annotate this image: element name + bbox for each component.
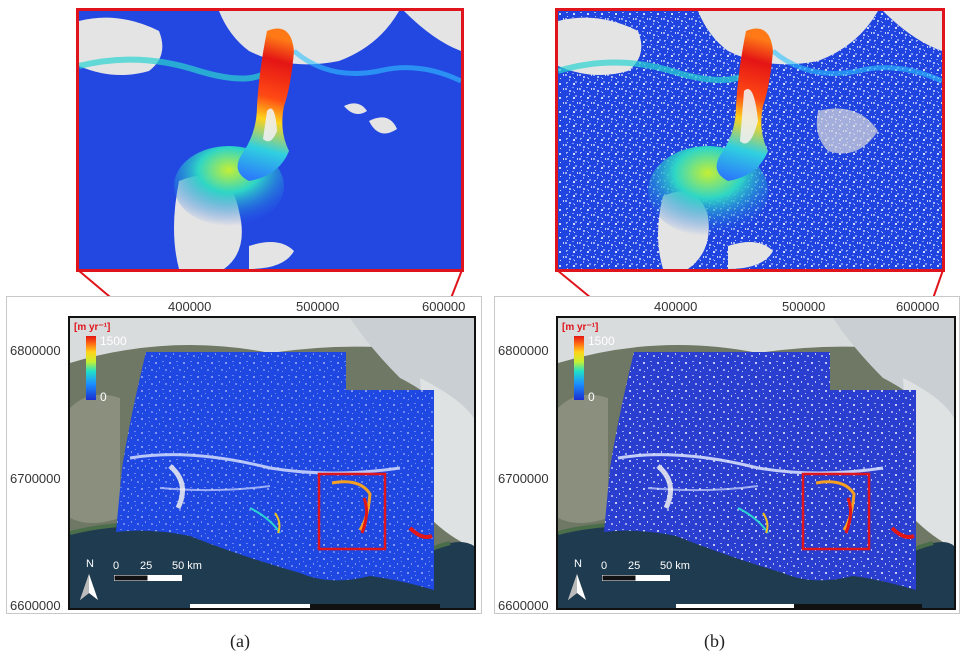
scalebar-label-0: 0 <box>113 560 120 572</box>
panel-a: 400000 500000 600000 6800000 6700000 660… <box>6 8 482 651</box>
y-tick-6800000: 6800000 <box>10 343 61 358</box>
y-tick-6800000: 6800000 <box>498 343 549 358</box>
north-arrow-icon <box>80 574 98 600</box>
velocity-inset-image <box>558 11 942 269</box>
panel-b: 400000 500000 600000 6800000 6700000 660… <box>482 0 963 659</box>
north-label: N <box>86 558 94 570</box>
zoom-inset <box>76 8 464 272</box>
scalebar-label-25: 25 <box>140 560 153 572</box>
scalebar-label-50: 50 km <box>172 560 202 572</box>
north-label: N <box>574 558 582 570</box>
velocity-inset-image <box>79 11 461 269</box>
colorbar-title: [m yr⁻¹] <box>74 322 111 333</box>
satellite-basemap <box>558 318 954 608</box>
x-tick-400000: 400000 <box>654 299 698 314</box>
y-tick-6600000: 6600000 <box>10 598 61 613</box>
x-tick-500000: 500000 <box>296 299 340 314</box>
scalebar-label-25: 25 <box>628 560 641 572</box>
y-tick-6600000: 6600000 <box>498 598 549 613</box>
colorbar <box>574 336 584 400</box>
zoom-inset <box>555 8 945 272</box>
x-tick-600000: 600000 <box>896 299 940 314</box>
north-arrow-icon <box>568 574 586 600</box>
colorbar-title: [m yr⁻¹] <box>562 322 599 333</box>
y-tick-6700000: 6700000 <box>10 471 61 486</box>
map-canvas: [m yr⁻¹] 1500 0 N 0 25 50 km <box>68 316 476 610</box>
satellite-basemap <box>70 318 474 608</box>
panel-label: (b) <box>704 631 725 651</box>
x-tick-600000: 600000 <box>422 299 466 314</box>
x-tick-400000: 400000 <box>168 299 212 314</box>
colorbar-min-label: 0 <box>100 390 107 404</box>
scalebar-label-0: 0 <box>601 560 608 572</box>
scalebar-label-50: 50 km <box>660 560 690 572</box>
x-tick-500000: 500000 <box>782 299 826 314</box>
map-canvas: [m yr⁻¹] 1500 0 N 0 25 50 km <box>556 316 956 610</box>
scalebar <box>114 575 182 581</box>
colorbar-min-label: 0 <box>588 390 595 404</box>
panel-label: (a) <box>230 631 250 651</box>
colorbar-max-label: 1500 <box>100 334 127 348</box>
colorbar <box>86 336 96 400</box>
colorbar-max-label: 1500 <box>588 334 615 348</box>
scalebar <box>602 575 670 581</box>
y-tick-6700000: 6700000 <box>498 471 549 486</box>
